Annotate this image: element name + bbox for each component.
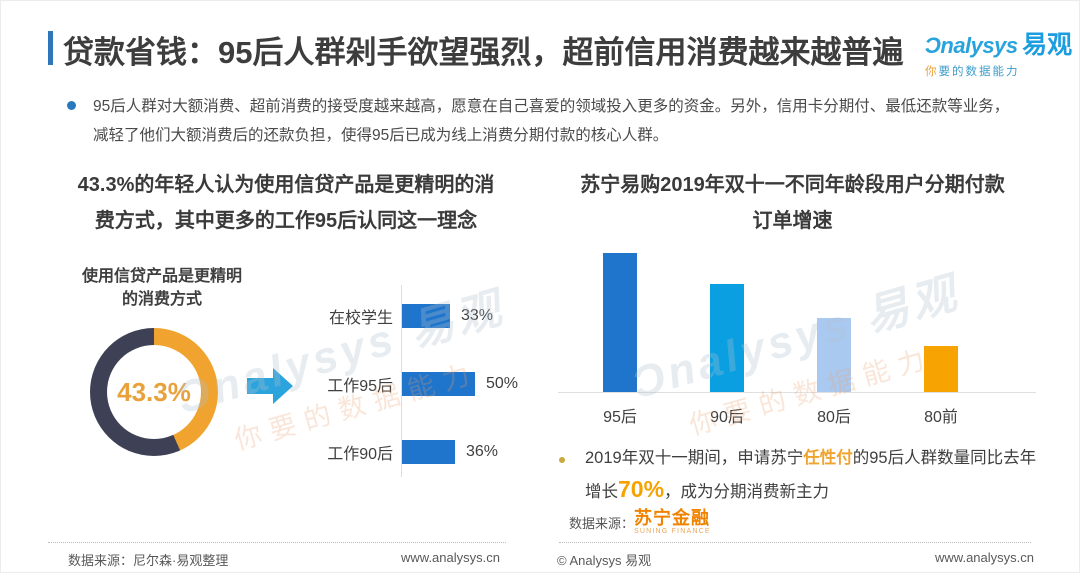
- hbar-bar: [402, 304, 450, 328]
- footer-source: 数据来源：尼尔森·易观整理: [68, 553, 229, 568]
- hbar-row: 在校学生 33%: [306, 304, 518, 328]
- donut-chart: 43.3%: [90, 328, 218, 456]
- vbar-bar: [603, 253, 637, 392]
- footer-website-right: www.analysys.cn: [935, 550, 1034, 565]
- suning-finance-logo: 苏宁金融 SUNING FINANCE: [634, 508, 711, 535]
- hbar-bar: [402, 372, 475, 396]
- horizontal-bar-chart: 在校学生 33% 工作95后 50% 工作90后 36%: [306, 304, 518, 508]
- vbar-category-label: 80后: [817, 409, 851, 426]
- footer-divider-right: [559, 542, 1031, 543]
- intro-line-2: 减轻了他们大额消费后的还款负担，使得95后已成为线上消费分期付款的核心人群。: [93, 127, 669, 144]
- donut-chart-label: 使用信贷产品是更精明 的消费方式: [81, 268, 242, 308]
- note-highlight-renxingfu: 任性付: [803, 449, 853, 467]
- hbar-value-label: 50%: [486, 375, 519, 392]
- vertical-bar-chart: 95后 90后 80后 80前: [558, 251, 1036, 426]
- page-title: 贷款省钱：95后人群剁手欲望强烈，超前信用消费越来越普遍: [63, 35, 904, 70]
- right-arrow-icon: [247, 368, 293, 404]
- bullet-dot-icon: [67, 101, 76, 110]
- hbar-axis-line: [401, 285, 402, 477]
- note-highlight-70pct: 70%: [618, 476, 665, 502]
- source-label: 数据来源：: [569, 516, 635, 531]
- hbar-value-label: 33%: [461, 307, 494, 324]
- vbar-category-label: 95后: [603, 409, 637, 426]
- hbar-category-label: 工作90后: [327, 446, 393, 463]
- intro-paragraph: 95后人群对大额消费、超前消费的接受度越来越高，愿意在自己喜爱的领域投入更多的资…: [93, 92, 1009, 150]
- hbar-value-label: 36%: [466, 443, 499, 460]
- right-chart-title: 苏宁易购2019年双十一不同年龄段用户分期付款 订单增速: [580, 174, 1005, 232]
- intro-line-1: 95后人群对大额消费、超前消费的接受度越来越高，愿意在自己喜爱的领域投入更多的资…: [93, 98, 1010, 115]
- note-text: 2019年双十一期间，申请苏宁任性付的95后人群数量同比去年增长70%，成为分期…: [585, 449, 1037, 502]
- vbar-bar: [710, 284, 744, 392]
- analysys-logo-wordmark: Ɔnalysys: [925, 33, 1018, 58]
- analysys-logo: Ɔnalysys 易观 你要的数据能力: [925, 25, 1075, 79]
- data-source-suning: 数据来源： 苏宁金融 SUNING FINANCE: [569, 508, 711, 535]
- vbar-bar: [924, 346, 958, 392]
- vbar-category-label: 90后: [710, 409, 744, 426]
- hbar-bar: [402, 440, 455, 464]
- analysys-logo-cn: 易观: [1022, 31, 1073, 59]
- hbar-row: 工作90后 36%: [306, 440, 518, 464]
- footer-copyright: © Analysys 易观: [557, 553, 652, 568]
- title-accent-bar: [48, 31, 53, 65]
- footer-website-left: www.analysys.cn: [401, 550, 500, 565]
- donut-center-value: 43.3%: [117, 376, 191, 407]
- hbar-row: 工作95后 50%: [306, 372, 518, 396]
- note-bullet-icon: [559, 457, 565, 463]
- left-chart-title: 43.3%的年轻人认为使用信贷产品是更精明的消 费方式，其中更多的工作95后认同…: [77, 174, 495, 232]
- vbar-bar: [817, 318, 851, 392]
- footer-divider-left: [48, 542, 506, 543]
- hbar-category-label: 在校学生: [328, 310, 393, 327]
- hbar-category-label: 工作95后: [327, 378, 393, 395]
- analysys-logo-tagline: 你要的数据能力: [925, 66, 1020, 78]
- vbar-category-label: 80前: [924, 409, 958, 426]
- donut-hole: 43.3%: [107, 345, 201, 439]
